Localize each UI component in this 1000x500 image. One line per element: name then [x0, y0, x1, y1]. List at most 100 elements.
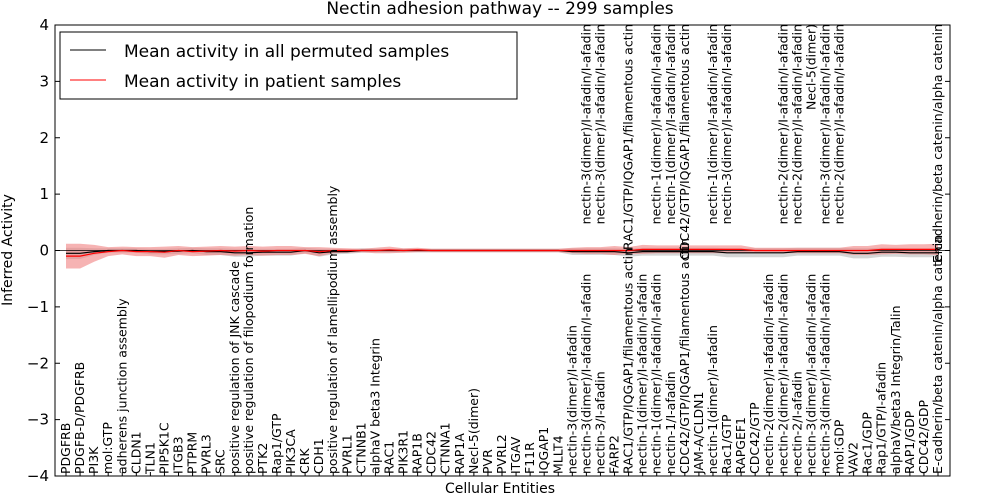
x-tick-label-upper: nectin-1(dimer)/I-afadin/I-afadin — [705, 24, 720, 224]
line-series-1 — [66, 248, 938, 257]
x-axis-ticks — [65, 472, 939, 476]
x-tick-label: PIK3R1 — [396, 430, 411, 474]
x-tick-label: CDC42/GDP — [916, 399, 931, 474]
series-lines — [66, 248, 938, 257]
y-tick-label: 3 — [39, 72, 49, 90]
x-tick-label: Rac1/GDP — [860, 412, 875, 474]
x-tick-label: nectin-3(dimer)/I-afadin/I-afadin — [803, 274, 818, 474]
x-tick-label: nectin-3(dimer)/I-afadin/I-afadin — [818, 274, 833, 474]
x-tick-label-upper: nectin-2(dimer)/I-afadin/I-afadin — [832, 24, 847, 224]
y-axis-ticks: −4 −3 −2 −1 0 1 2 3 4 — [27, 16, 950, 485]
y-tick-label: 0 — [39, 242, 49, 260]
x-tick-label: adherens junction assembly — [114, 298, 129, 474]
x-tick-label: RAP1A — [452, 433, 467, 474]
x-tick-label: nectin-1/I-afadin — [663, 371, 678, 474]
y-axis-title: Inferred Activity — [0, 194, 16, 306]
x-tick-label: nectin-3(dimer)/I-afadin — [564, 325, 579, 474]
x-tick-label: RAP1/GDP — [902, 410, 917, 474]
confidence-bands — [66, 243, 938, 269]
x-tick-label: RAPGEF1 — [733, 417, 748, 474]
x-tick-label: CDC42/GTP — [747, 402, 762, 474]
x-tick-label-upper: nectin-3(dimer)/I-afadin/I-afadin — [593, 24, 608, 224]
x-tick-label: nectin-1(dimer)/I-afadin — [705, 325, 720, 474]
x-tick-label: CRK — [297, 448, 312, 474]
x-tick-label: mol:GTP — [100, 422, 115, 474]
x-tick-label: nectin-1(dimer)/I-afadin/I-afadin — [649, 274, 664, 474]
x-tick-label: PVRL3 — [199, 434, 214, 474]
x-tick-label: RAC1/GTP/IQGAP1/filamentous actin — [621, 248, 636, 474]
x-tick-label: PVRL2 — [494, 434, 509, 474]
x-tick-label: CLDN1 — [128, 431, 143, 474]
x-tick-label: TLN1 — [142, 442, 157, 475]
x-tick-label: JAM-A/CLDN1 — [691, 392, 706, 475]
x-tick-label: nectin-1(dimer)/I-afadin/I-afadin — [635, 274, 650, 474]
x-tick-label: positive regulation of lamellipodium ass… — [325, 185, 340, 474]
x-tick-label: nectin-2(dimer)/I-afadin/I-afadin — [775, 274, 790, 474]
x-tick-label: nectin-3/I-afadin — [593, 371, 608, 474]
x-tick-label-upper: nectin-3(dimer)/I-afadin/I-afadin — [578, 24, 593, 224]
x-tick-label-upper: RAC1/GTP/IQGAP1/filamentous actin — [621, 24, 636, 250]
x-axis-title: Cellular Entities — [445, 481, 555, 497]
x-tick-label: positive regulation of JNK cascade — [227, 261, 242, 474]
legend-label-permuted: Mean activity in all permuted samples — [124, 42, 449, 62]
x-tick-label: ITGAV — [508, 436, 523, 474]
band-series-1 — [66, 243, 938, 269]
x-tick-label: PDGFRB — [58, 423, 73, 474]
x-tick-label: F11R — [522, 442, 537, 474]
y-tick-label: −1 — [27, 298, 49, 316]
x-tick-label-upper: nectin-2(dimer)/I-afadin/I-afadin — [789, 24, 804, 224]
x-tick-label-upper: nectin-1(dimer)/I-afadin/I-afadin — [663, 24, 678, 224]
x-tick-label: PTK2 — [255, 443, 270, 474]
legend: Mean activity in all permuted samples Me… — [59, 31, 518, 100]
x-tick-label: E-cadherin/beta catenin/alpha catenin — [930, 235, 945, 474]
legend-label-patient: Mean activity in patient samples — [124, 72, 401, 92]
x-axis-overflow-labels: nectin-3(dimer)/I-afadin/I-afadin nectin-… — [578, 24, 945, 263]
y-tick-label: 4 — [39, 16, 49, 34]
x-axis-category-labels: PDGFRB PDGFB-D/PDGFRB PI3K mol:GTP adherens … — [58, 185, 945, 475]
x-tick-label: alphaV beta3 Integrin — [367, 338, 382, 474]
x-tick-label: mol:GDP — [832, 419, 847, 474]
x-tick-label: FARP2 — [607, 435, 622, 474]
x-tick-label: IQGAP1 — [536, 427, 551, 474]
x-tick-label: PTPRM — [185, 432, 200, 474]
x-tick-label: nectin-3(dimer)/I-afadin/I-afadin — [578, 274, 593, 474]
x-tick-label: RAP1B — [410, 433, 425, 474]
x-tick-label: Necl-5(dimer) — [466, 388, 481, 474]
x-tick-label: PI3K — [86, 446, 101, 474]
x-tick-label: alphaV/beta3 Integrin/Talin — [888, 306, 903, 475]
x-tick-label-upper: nectin-1(dimer)/I-afadin/I-afadin — [649, 24, 664, 224]
x-tick-label: PVRL1 — [339, 434, 354, 474]
x-tick-label: CDC42/GTP/IQGAP1/filamentous actin — [677, 238, 692, 474]
x-tick-label-upper: nectin-3(dimer)/I-afadin/I-afadin — [818, 24, 833, 224]
x-tick-label: PDGFB-D/PDGFRB — [72, 362, 87, 474]
x-tick-label-upper: nectin-2(dimer)/I-afadin/I-afadin — [775, 24, 790, 224]
y-tick-label: −4 — [27, 467, 49, 485]
chart-title: Nectin adhesion pathway -- 299 samples — [326, 0, 673, 19]
y-tick-label: −3 — [27, 411, 49, 429]
y-tick-label: −2 — [27, 354, 49, 372]
x-tick-label: ITGB3 — [171, 436, 186, 474]
x-tick-label: CDC42 — [424, 431, 439, 474]
x-tick-label: nectin-2/I-afadin — [789, 371, 804, 474]
x-tick-label: Rac1/GTP — [719, 414, 734, 474]
x-tick-label-upper: Necl-5(dimer) — [803, 24, 818, 110]
y-tick-label: 1 — [39, 185, 49, 203]
x-tick-label: PVR — [480, 449, 495, 474]
x-tick-label: RAC1 — [382, 441, 397, 474]
x-tick-label-upper: nectin-3(dimer)/I-afadin/I-afadin — [719, 24, 734, 224]
x-tick-label: nectin-2(dimer)/I-afadin/I-afadin — [761, 274, 776, 474]
x-tick-label: MLLT4 — [550, 435, 565, 474]
x-tick-label: PIP5K1C — [157, 422, 172, 474]
x-tick-label: CTNNB1 — [353, 422, 368, 474]
legend-box — [59, 31, 518, 100]
x-tick-label-upper: E-cadherin/beta catenin/alpha catenin — [930, 24, 945, 263]
x-tick-label: PIK3CA — [283, 429, 298, 474]
x-tick-label: Rap1/GTP/I-afadin — [874, 362, 889, 474]
x-tick-label: VAV2 — [846, 442, 861, 474]
x-tick-label: positive regulation of filopodium format… — [241, 207, 256, 474]
x-tick-label-upper: CDC42/GTP/IQGAP1/filamentous actin — [677, 24, 692, 260]
x-tick-label: CTNNA1 — [438, 422, 453, 474]
x-tick-label: SRC — [213, 449, 228, 474]
y-tick-label: 2 — [39, 129, 49, 147]
